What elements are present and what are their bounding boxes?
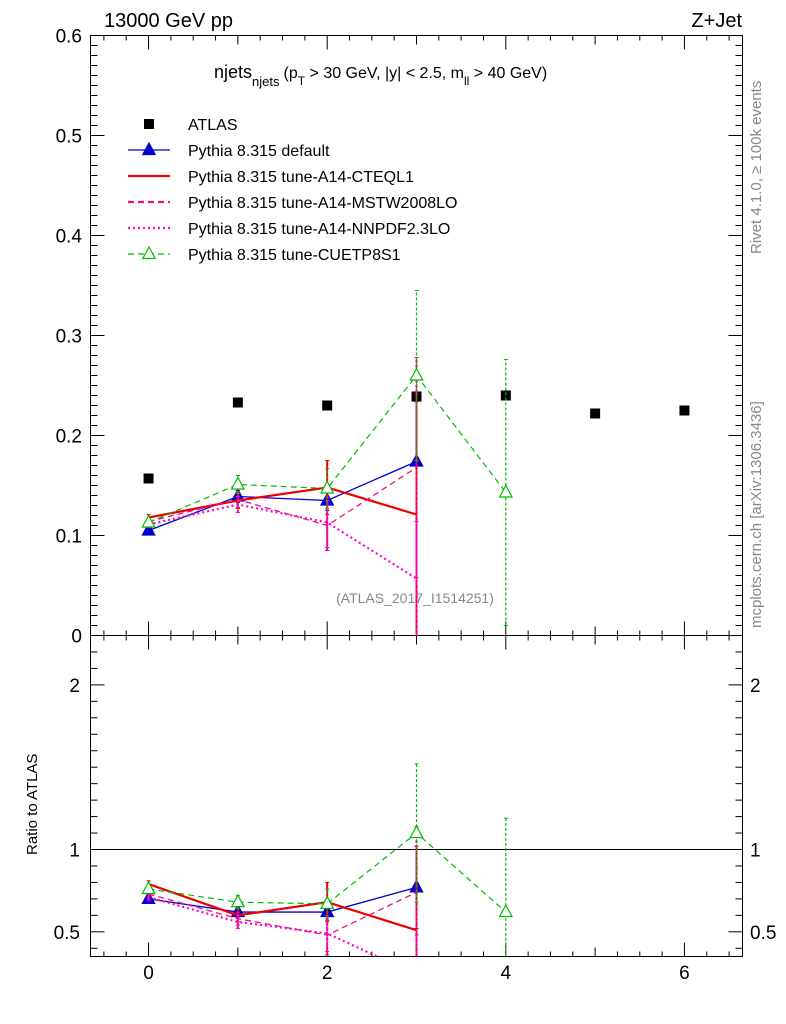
ratio-marker bbox=[409, 824, 424, 839]
ratio-y-tick-label: 0.5 bbox=[54, 923, 80, 944]
main-y-tick-label: 0.4 bbox=[56, 227, 83, 248]
x-tick-label: 2 bbox=[322, 963, 333, 984]
legend-label: ATLAS bbox=[188, 117, 238, 134]
ratio-y-tick-label-right: 1 bbox=[750, 841, 761, 862]
ratio-y-tick-label: 1 bbox=[69, 841, 80, 862]
main-y-tick-label: 0 bbox=[71, 627, 82, 648]
title-cuts-b-sub: ll bbox=[464, 74, 469, 88]
ratio-marker bbox=[319, 895, 335, 909]
main-series-line bbox=[148, 486, 417, 519]
rivet-version-text: Rivet 4.1.0, ≥ 100k events bbox=[748, 81, 765, 254]
ratio-y-tick-label-right: 0.5 bbox=[750, 923, 776, 944]
x-tick-label: 4 bbox=[501, 963, 512, 984]
ratio-series-line bbox=[148, 896, 380, 957]
main-series-line bbox=[148, 374, 507, 524]
ratio-panel-series bbox=[90, 763, 743, 957]
main-y-tick-label: 0.2 bbox=[56, 427, 82, 448]
title-cuts-a: (p bbox=[284, 65, 298, 82]
axis-tick-labels: 0 2 4 6 0 0.1 0.2 0.3 0.4 0.5 0.6 0.5 0.5 1 1 2 2 bbox=[54, 27, 777, 985]
main-marker bbox=[230, 476, 246, 490]
ratio-y-tick-label-right: 2 bbox=[750, 676, 761, 697]
plot-title: njetsnjets (pT > 30 GeV, |y| < 2.5, mll >… bbox=[214, 62, 547, 89]
x-tick-label: 6 bbox=[679, 963, 690, 984]
main-series-line bbox=[148, 460, 417, 532]
main-series-line bbox=[148, 466, 417, 527]
legend-label: Pythia 8.315 tune-A14-CTEQL1 bbox=[188, 169, 414, 186]
title-cuts-b: > 30 GeV, |y| < 2.5, m bbox=[305, 65, 464, 82]
atlas-data-point bbox=[143, 473, 154, 484]
header-right: Z+Jet bbox=[691, 10, 742, 32]
main-marker bbox=[409, 367, 424, 381]
atlas-data-point bbox=[322, 400, 333, 411]
atlas-data-point bbox=[590, 408, 601, 419]
atlas-data-point bbox=[679, 405, 690, 416]
axis-ticks bbox=[90, 35, 743, 957]
title-cuts-c: > 40 GeV) bbox=[469, 65, 547, 82]
ratio-y-tick-label: 2 bbox=[69, 676, 80, 697]
title-cuts-a-sub: T bbox=[298, 74, 306, 88]
legend-label: Pythia 8.315 tune-A14-MSTW2008LO bbox=[188, 195, 457, 212]
main-marker bbox=[141, 514, 156, 528]
main-y-tick-label: 0.6 bbox=[56, 27, 82, 48]
ratio-y-label: Ratio to ATLAS bbox=[24, 754, 41, 855]
ratio-marker bbox=[498, 903, 514, 918]
legend-marker bbox=[141, 245, 157, 260]
legend-label: Pythia 8.315 tune-CUETP8S1 bbox=[188, 247, 401, 264]
legend-atlas-marker bbox=[144, 119, 154, 129]
main-y-tick-label: 0.5 bbox=[56, 127, 82, 148]
title-main: njets bbox=[214, 62, 252, 82]
legend-label: Pythia 8.315 tune-A14-NNPDF2.3LO bbox=[188, 221, 450, 238]
main-panel-series bbox=[141, 290, 690, 636]
ratio-series-line bbox=[148, 832, 507, 913]
atlas-data-point bbox=[232, 397, 243, 408]
ratio-marker bbox=[230, 893, 246, 908]
legend-label: Pythia 8.315 default bbox=[188, 143, 330, 160]
main-y-tick-label: 0.1 bbox=[56, 527, 82, 548]
mcplots-text: mcplots.cern.ch [arXiv:1306.3436] bbox=[748, 401, 765, 628]
header-left: 13000 GeV pp bbox=[104, 10, 233, 32]
ratio-series-line bbox=[148, 886, 417, 913]
ratio-series-line bbox=[148, 891, 417, 936]
x-tick-label: 0 bbox=[143, 963, 154, 984]
main-series-line bbox=[148, 503, 418, 580]
legend-marker bbox=[141, 141, 157, 156]
title-sub: njets bbox=[252, 74, 280, 89]
analysis-watermark: (ATLAS_2017_I1514251) bbox=[336, 590, 494, 606]
main-marker bbox=[498, 484, 514, 498]
main-y-tick-label: 0.3 bbox=[56, 327, 82, 348]
main-marker bbox=[319, 480, 335, 494]
ratio-marker bbox=[141, 880, 156, 895]
ratio-series-line bbox=[148, 883, 417, 932]
legend: ATLAS Pythia 8.315 default Pythia 8.315 tu… bbox=[128, 117, 457, 264]
main-marker bbox=[141, 522, 156, 536]
